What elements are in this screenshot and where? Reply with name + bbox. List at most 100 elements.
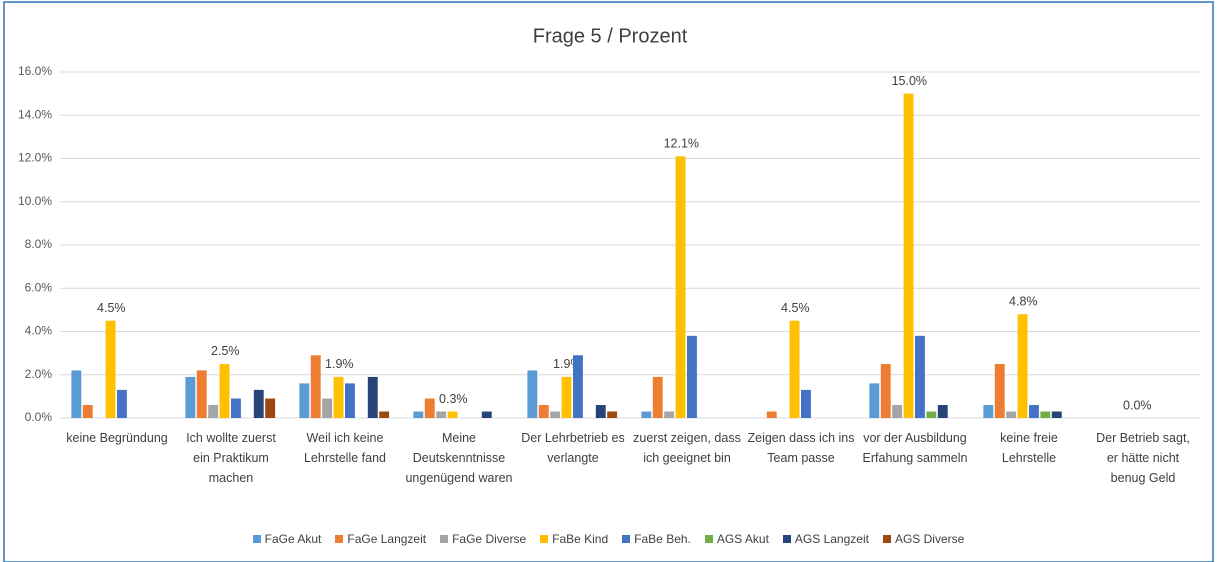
bar: [481, 411, 492, 418]
bar: [595, 405, 606, 418]
bar: [766, 411, 777, 418]
legend-label: AGS Diverse: [894, 532, 965, 546]
bar: [994, 363, 1005, 418]
bar: [447, 411, 458, 418]
bar: [253, 389, 264, 418]
bar: [1006, 411, 1017, 418]
data-label: 12.1%: [664, 137, 699, 151]
legend-item: FaGe Langzeit: [335, 532, 426, 546]
x-tick-label: Ich wollte zuerst ein Praktikum machen: [186, 431, 276, 485]
legend-label: FaBe Beh.: [634, 532, 691, 546]
bar: [561, 376, 572, 418]
legend-item: AGS Akut: [704, 532, 769, 546]
bar: [903, 93, 914, 418]
x-tick-label: Meine Deutskenntnisse ungenügend waren: [405, 431, 513, 485]
bar: [379, 411, 390, 418]
legend-item: FaBe Kind: [540, 532, 608, 546]
bar: [550, 411, 561, 418]
bar: [208, 405, 219, 418]
bar: [664, 411, 675, 418]
bar: [573, 355, 583, 418]
legend-label: FaGe Diverse: [452, 532, 527, 546]
legend-label: AGS Akut: [716, 532, 769, 546]
y-tick-label: 4.0%: [25, 324, 53, 338]
x-tick-label: Weil ich keine Lehrstelle fand: [303, 431, 386, 465]
bar: [915, 335, 925, 418]
data-label: 1.9%: [325, 357, 354, 371]
bar: [231, 398, 241, 418]
legend: FaGe Akut FaGe Langzeit FaGe Diverse FaBe K…: [0, 532, 1217, 546]
bar: [687, 335, 697, 418]
y-tick-label: 0.0%: [25, 410, 53, 424]
bar: [299, 383, 310, 418]
y-tick-label: 10.0%: [18, 194, 52, 208]
legend-item: AGS Langzeit: [782, 532, 869, 546]
bar: [333, 376, 344, 418]
bar: [1051, 411, 1062, 418]
bar: [880, 363, 891, 418]
bar: [1040, 411, 1051, 418]
data-label: 2.5%: [211, 344, 240, 358]
bar: [196, 370, 207, 418]
data-label: 4.5%: [97, 301, 126, 315]
bar: [82, 405, 93, 418]
bar: [892, 405, 903, 418]
x-tick-label: Zeigen dass ich ins Team passe: [747, 431, 855, 465]
legend-label: AGS Langzeit: [794, 532, 869, 546]
bar: [265, 398, 276, 418]
x-tick-label: vor der Ausbildung Erfahung sammeln: [862, 431, 968, 465]
y-tick-label: 8.0%: [25, 237, 53, 251]
bar: [869, 383, 880, 418]
legend-item: FaGe Akut: [252, 532, 322, 546]
legend-label: FaGe Akut: [264, 532, 322, 546]
bar: [926, 411, 937, 418]
legend-label: FaBe Kind: [552, 532, 609, 546]
legend-item: FaGe Diverse: [440, 532, 526, 546]
bar: [1017, 314, 1028, 418]
legend-swatch: [540, 535, 549, 543]
legend-item: FaBe Beh.: [622, 532, 691, 546]
bar: [185, 376, 196, 418]
bar: [983, 405, 994, 418]
legend-swatch: [335, 535, 344, 543]
chart-title: Frage 5 / Prozent: [533, 25, 688, 47]
legend-swatch: [782, 535, 791, 543]
y-tick-label: 16.0%: [18, 64, 52, 78]
legend-item: AGS Diverse: [882, 532, 965, 546]
bar: [345, 383, 355, 418]
bar: [641, 411, 652, 418]
x-tick-label: Der Betrieb sagt, er hätte nicht benug G…: [1096, 431, 1190, 485]
x-tick-label: zuerst zeigen, dass ich geeignet bin: [633, 431, 741, 465]
legend-swatch: [440, 535, 449, 543]
y-tick-label: 6.0%: [25, 280, 53, 294]
legend-swatch: [704, 535, 713, 543]
bar: [71, 370, 82, 418]
y-tick-label: 2.0%: [25, 367, 53, 381]
bar: [789, 320, 800, 418]
bar: [801, 389, 811, 418]
bar: [527, 370, 538, 418]
bar: [117, 389, 127, 418]
bar: [310, 355, 321, 418]
bar: [219, 363, 230, 418]
data-label: 4.8%: [1009, 294, 1038, 308]
x-tick-label: keine Begründung: [66, 431, 168, 445]
bar: [937, 405, 948, 418]
y-tick-label: 14.0%: [18, 107, 52, 121]
bar: [607, 411, 618, 418]
x-tick-label: Der Lehrbetrieb es verlangte: [521, 431, 625, 465]
legend-swatch: [622, 535, 631, 543]
bar: [675, 156, 686, 418]
data-label: 0.0%: [1123, 398, 1152, 412]
x-tick-label: keine freie Lehrstelle: [1000, 431, 1058, 465]
bar: [1029, 405, 1039, 418]
bar: [367, 376, 378, 418]
data-label: 15.0%: [892, 74, 927, 88]
chart-frame: [3, 1, 1214, 562]
data-label: 0.3%: [439, 392, 468, 406]
bar: [436, 411, 447, 418]
bar: [322, 398, 333, 418]
bar: [413, 411, 424, 418]
